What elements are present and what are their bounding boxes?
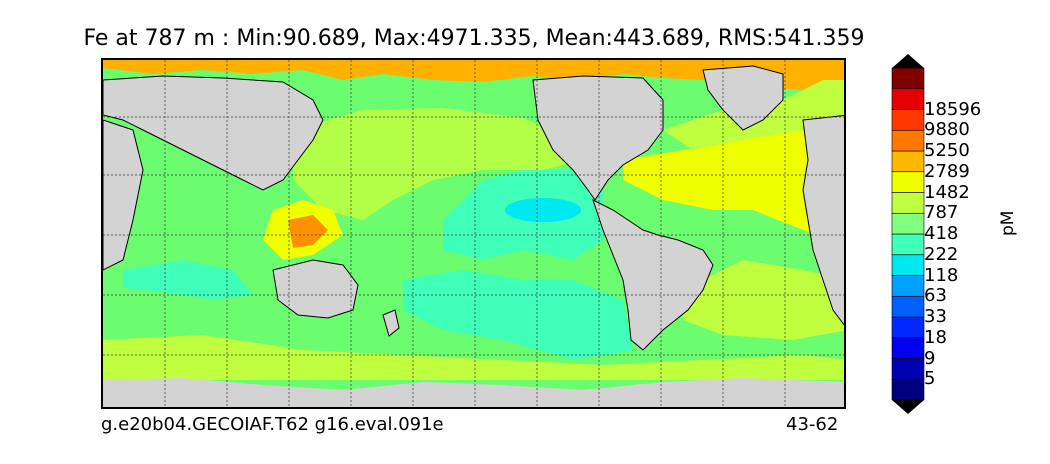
colorbar-tick-label: 5	[924, 368, 936, 390]
colorbar-tick-label: 63	[924, 285, 947, 307]
colorbar-tick-label: 9880	[924, 119, 970, 141]
colorbar-segment	[891, 233, 925, 256]
colorbar-segment	[891, 275, 925, 297]
colorbar-segment	[891, 109, 925, 131]
colorbar-tick-label: 2789	[924, 160, 970, 182]
colorbar-tick-label: 222	[924, 243, 959, 265]
colorbar-segment	[891, 150, 925, 173]
colorbar-tick-label: 1482	[924, 181, 970, 203]
colorbar-segment	[891, 171, 925, 193]
colorbar-segment	[891, 358, 925, 380]
fe-concentration-map	[103, 60, 844, 407]
colorbar-extend-max-triangle	[892, 54, 924, 68]
colorbar-extend-min-triangle	[892, 400, 924, 414]
colorbar-tick-label: 9	[924, 347, 936, 369]
colorbar-tick-label: 118	[924, 264, 959, 286]
colorbar-segment	[891, 212, 925, 235]
colorbar-tick-label: 5250	[924, 140, 970, 161]
colorbar	[891, 54, 925, 414]
colorbar-segment	[891, 67, 925, 90]
year-range-label: 43-62	[786, 414, 839, 435]
colorbar-unit-label: pM	[998, 210, 1018, 236]
colorbar-segment	[891, 337, 925, 359]
colorbar-segment	[891, 254, 925, 276]
map-title: Fe at 787 m : Min:90.689, Max:4971.335, …	[83, 26, 865, 51]
colorbar-segment	[891, 378, 925, 401]
colorbar-tick-label: 18596	[924, 98, 982, 120]
map-plot-area	[101, 58, 846, 409]
colorbar-segment	[891, 316, 925, 339]
colorbar-segment	[891, 88, 925, 110]
colorbar-segment	[891, 192, 925, 214]
colorbar-tick-label: 787	[924, 202, 959, 224]
colorbar-tick-label: 33	[924, 306, 947, 327]
colorbar-segment	[891, 295, 925, 318]
run-name-label: g.e20b04.GECOIAF.T62 g16.eval.091e	[101, 414, 444, 435]
colorbar-tick-label: 418	[924, 223, 959, 244]
colorbar-tick-label: 18	[924, 326, 947, 348]
colorbar-segment	[891, 129, 925, 152]
